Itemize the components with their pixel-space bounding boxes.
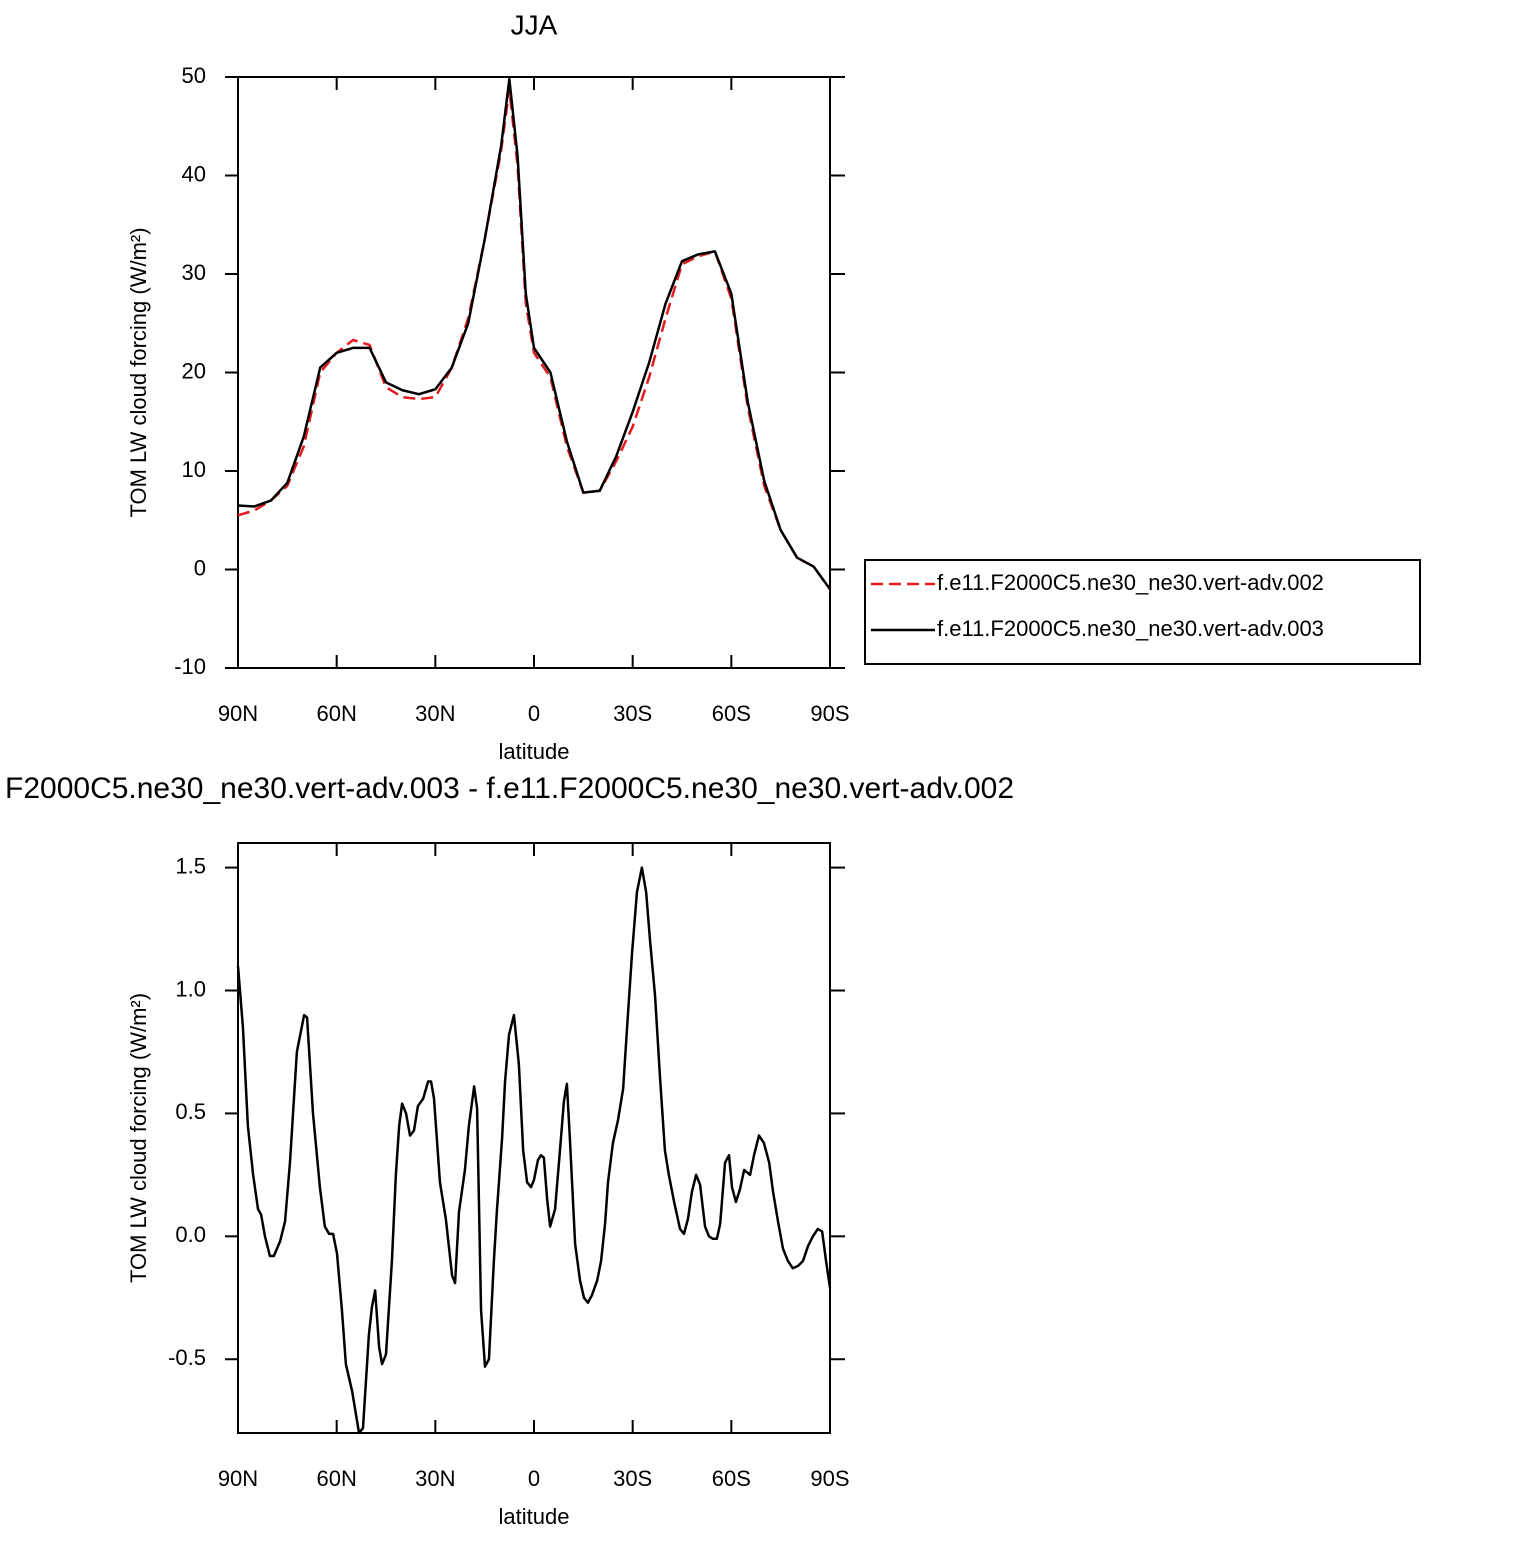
x-tick-label: 30S bbox=[613, 1466, 652, 1491]
y-tick-label: 1.0 bbox=[175, 976, 206, 1001]
x-tick-label: 30N bbox=[415, 701, 455, 726]
chart-title: F2000C5.ne30_ne30.vert-adv.003 - f.e11.F… bbox=[5, 772, 1014, 805]
x-tick-label: 0 bbox=[528, 701, 540, 726]
y-tick-label: 1.5 bbox=[175, 853, 206, 878]
x-axis-label: latitude bbox=[499, 1504, 570, 1529]
x-tick-label: 90S bbox=[810, 701, 849, 726]
x-tick-label: 30S bbox=[613, 701, 652, 726]
plot-frame bbox=[237, 76, 831, 669]
legend-label: f.e11.F2000C5.ne30_ne30.vert-adv.002 bbox=[937, 570, 1324, 595]
x-tick-label: 60N bbox=[316, 701, 356, 726]
y-tick-label: 30 bbox=[182, 260, 206, 285]
y-tick-label: 50 bbox=[182, 63, 206, 88]
x-tick-label: 60N bbox=[316, 1466, 356, 1491]
plot-frame bbox=[237, 842, 831, 1434]
x-tick-label: 90N bbox=[218, 701, 258, 726]
y-tick-label: -0.5 bbox=[168, 1345, 206, 1370]
y-tick-label: -10 bbox=[174, 654, 206, 679]
x-tick-label: 90S bbox=[810, 1466, 849, 1491]
legend-label: f.e11.F2000C5.ne30_ne30.vert-adv.003 bbox=[937, 616, 1324, 641]
data-line bbox=[236, 866, 832, 1435]
y-tick-label: 10 bbox=[182, 457, 206, 482]
y-axis-label: TOM LW cloud forcing (W/m²) bbox=[126, 227, 151, 517]
data-line bbox=[237, 87, 832, 590]
x-tick-label: 60S bbox=[712, 1466, 751, 1491]
y-axis-label: TOM LW cloud forcing (W/m²) bbox=[126, 993, 151, 1283]
y-tick-label: 20 bbox=[182, 358, 206, 383]
y-tick-label: 0.0 bbox=[175, 1222, 206, 1247]
x-tick-label: 0 bbox=[528, 1466, 540, 1491]
x-tick-label: 30N bbox=[415, 1466, 455, 1491]
y-tick-label: 0.5 bbox=[175, 1099, 206, 1124]
x-tick-label: 60S bbox=[712, 701, 751, 726]
x-tick-label: 90N bbox=[218, 1466, 258, 1491]
x-axis-label: latitude bbox=[499, 739, 570, 764]
y-tick-label: 40 bbox=[182, 161, 206, 186]
chart-title: JJA bbox=[511, 9, 558, 40]
y-tick-label: 0 bbox=[194, 555, 206, 580]
data-line bbox=[237, 77, 832, 590]
legend-box bbox=[864, 559, 1421, 665]
